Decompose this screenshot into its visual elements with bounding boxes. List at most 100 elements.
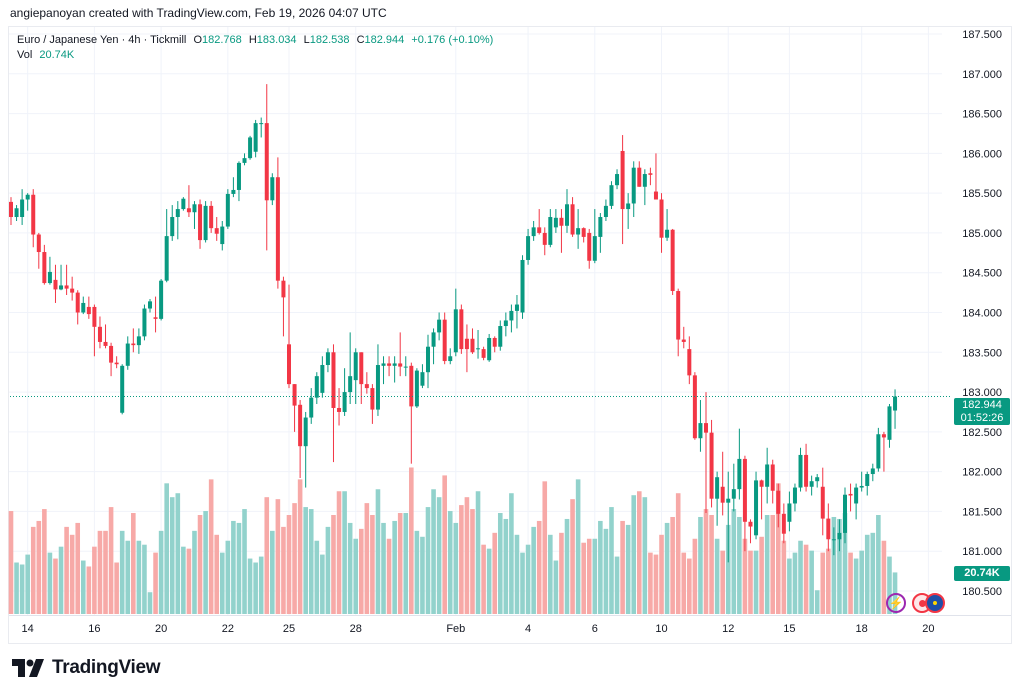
candle	[203, 201, 208, 243]
candle-body	[542, 232, 547, 245]
candle-body	[359, 352, 364, 385]
volume-bar	[653, 554, 659, 614]
candle	[576, 209, 581, 249]
volume-bar	[364, 503, 370, 614]
candle-body	[248, 137, 253, 159]
candle-body	[570, 204, 575, 235]
volume-bar	[303, 507, 308, 614]
volume-bar	[14, 562, 19, 614]
candle	[487, 333, 492, 362]
price-tick-label: 181.000	[962, 546, 1002, 558]
candle-body	[820, 486, 825, 519]
candle-body	[225, 193, 230, 227]
candle	[70, 276, 75, 301]
volume-bar	[208, 479, 214, 614]
candle-body	[426, 346, 430, 373]
candle-body	[687, 349, 692, 376]
candle-body	[776, 490, 781, 514]
candle	[809, 475, 814, 496]
tradingview-logo[interactable]: TradingView	[12, 657, 161, 679]
candle-body	[498, 326, 503, 347]
candle-body	[487, 337, 492, 361]
volume-bar	[481, 544, 486, 614]
volume-bar	[236, 522, 242, 614]
candle-body	[170, 217, 175, 237]
price-tick-label: 180.500	[962, 586, 1002, 598]
candle-body	[615, 174, 620, 186]
candle	[9, 197, 13, 225]
volume-bar	[258, 556, 264, 614]
volume-bar	[742, 538, 748, 614]
time-axis: 14 16 20 22 25 28 Feb 4 6 10 12 15 18 20	[22, 623, 935, 635]
candle	[731, 463, 736, 512]
volume-bar	[514, 534, 520, 614]
price-tick-label: 184.500	[962, 268, 1002, 280]
candle-body	[236, 162, 241, 190]
candle	[559, 209, 564, 253]
candle-body	[798, 454, 803, 488]
candle	[403, 356, 408, 377]
volume-bar	[431, 489, 436, 614]
candle-body	[804, 454, 809, 487]
volume-bar	[559, 532, 564, 614]
volume-bar	[136, 540, 142, 614]
candle	[36, 232, 41, 269]
candle-body	[97, 326, 102, 342]
candle	[164, 209, 169, 283]
candle	[520, 255, 525, 319]
volume-bar	[586, 538, 592, 614]
candle-body	[153, 317, 158, 319]
candle-body	[281, 280, 286, 298]
volume-bar	[242, 509, 247, 614]
time-tick-label: 6	[592, 623, 598, 635]
volume-bar	[470, 509, 475, 614]
candle-body	[815, 477, 820, 482]
candle	[353, 348, 358, 405]
volume-bar	[270, 530, 275, 614]
candle	[704, 392, 708, 514]
candle-body	[559, 217, 564, 226]
candle	[481, 346, 486, 361]
time-tick-label: 18	[856, 623, 868, 635]
volume-bar	[370, 515, 375, 614]
price-tick-label: 181.500	[962, 506, 1002, 518]
candle-body	[420, 372, 425, 386]
price-tick-label: 182.500	[962, 427, 1002, 439]
volume-bar	[181, 546, 186, 614]
candle	[687, 336, 692, 385]
candle-body	[642, 174, 647, 187]
candle	[698, 400, 703, 452]
volume-bar	[531, 526, 536, 614]
candle-body	[381, 363, 386, 366]
candle	[42, 244, 47, 285]
volume-bar	[353, 538, 359, 614]
volume-bar	[770, 515, 776, 614]
time-tick-label: 22	[222, 623, 234, 635]
volume-bar	[814, 590, 820, 614]
candle-body	[214, 228, 219, 234]
volume-bar	[347, 522, 353, 614]
volume-bar	[292, 503, 297, 614]
volume-bar	[859, 550, 864, 614]
candle-body	[136, 336, 141, 346]
lightning-alert-icon[interactable]: ⚡	[886, 593, 906, 613]
candle	[342, 368, 347, 416]
candle	[459, 304, 464, 354]
candle-body	[370, 388, 375, 410]
volume-bar	[308, 509, 314, 614]
volume-tag: 20.74K	[954, 566, 1010, 581]
volume-bar	[92, 546, 97, 614]
volume-bar	[447, 511, 453, 614]
candle-body	[620, 150, 625, 210]
eu-flag-icon[interactable]	[925, 593, 945, 613]
candle-body	[870, 468, 875, 475]
price-tick-label: 184.000	[962, 308, 1002, 320]
candle	[309, 388, 314, 424]
volume-bar	[36, 520, 42, 614]
candle-body	[14, 208, 19, 218]
candle	[598, 213, 603, 253]
candle-body	[470, 338, 475, 353]
symbol-title[interactable]: Euro / Japanese Yen · 4h · Tickmill	[17, 34, 187, 46]
volume-bar	[831, 516, 837, 614]
